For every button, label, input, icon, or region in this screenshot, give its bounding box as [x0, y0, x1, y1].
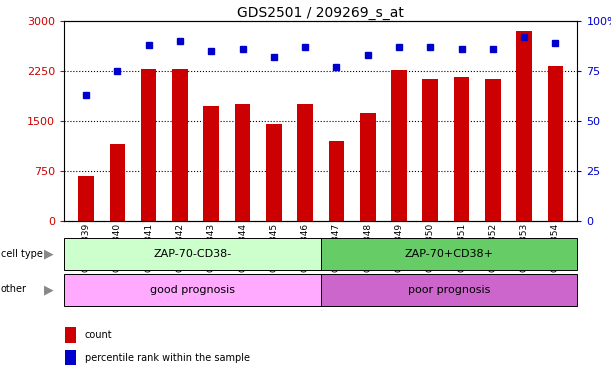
Text: poor prognosis: poor prognosis [408, 285, 490, 295]
Text: good prognosis: good prognosis [150, 285, 235, 295]
Text: percentile rank within the sample: percentile rank within the sample [85, 352, 250, 363]
Bar [485, 80, 501, 221]
Bar [65, 350, 76, 365]
Bar [422, 80, 438, 221]
Bar [391, 70, 407, 221]
Bar [547, 66, 563, 221]
Bar [321, 238, 577, 270]
Title: GDS2501 / 209269_s_at: GDS2501 / 209269_s_at [237, 6, 404, 20]
Bar [298, 104, 313, 221]
Bar [266, 124, 282, 221]
Bar [329, 141, 344, 221]
Text: cell type: cell type [1, 249, 43, 259]
Bar [64, 238, 321, 270]
Bar [516, 31, 532, 221]
Text: count: count [85, 330, 112, 340]
Bar [203, 106, 219, 221]
Bar [109, 144, 125, 221]
Bar [141, 69, 156, 221]
Text: ZAP-70-CD38-: ZAP-70-CD38- [153, 249, 232, 259]
Bar [321, 274, 577, 306]
Bar [78, 176, 94, 221]
Bar [65, 327, 76, 343]
Text: ▶: ▶ [44, 283, 54, 296]
Bar [172, 69, 188, 221]
Text: ZAP-70+CD38+: ZAP-70+CD38+ [404, 249, 494, 259]
Bar [360, 113, 376, 221]
Bar [235, 104, 251, 221]
Text: ▶: ▶ [44, 248, 54, 261]
Bar [454, 77, 469, 221]
Bar [64, 274, 321, 306]
Text: other: other [1, 285, 27, 294]
